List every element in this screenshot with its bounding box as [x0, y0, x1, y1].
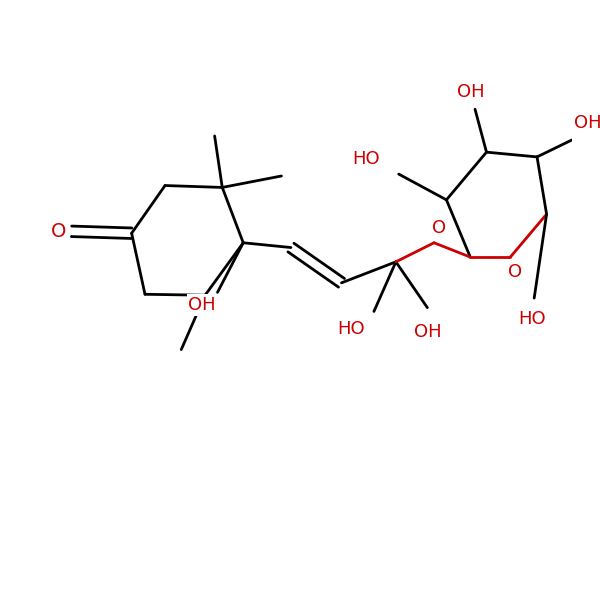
Text: HO: HO — [518, 310, 546, 328]
Text: O: O — [50, 222, 66, 241]
Text: HO: HO — [337, 320, 365, 338]
Text: O: O — [508, 263, 522, 281]
Text: OH: OH — [457, 83, 485, 101]
Text: OH: OH — [188, 296, 216, 314]
Text: HO: HO — [352, 150, 380, 168]
Text: OH: OH — [574, 113, 600, 131]
Text: OH: OH — [413, 323, 441, 341]
Text: O: O — [432, 218, 446, 236]
